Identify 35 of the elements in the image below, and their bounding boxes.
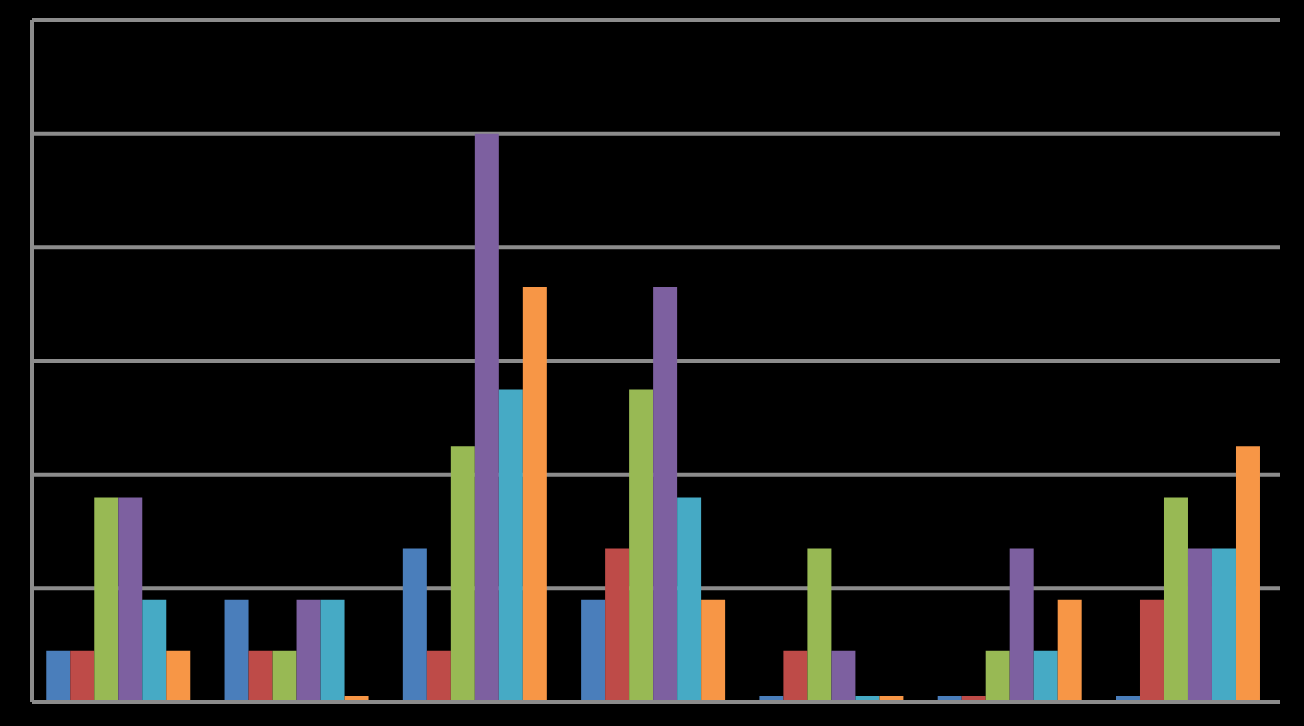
bar [248,650,273,702]
bar [701,599,726,702]
bar [653,287,678,702]
bar [677,497,702,702]
bar [783,650,808,702]
bar [831,650,856,702]
bar [296,599,321,702]
bar [224,599,249,702]
bar [522,287,547,702]
bar [1211,548,1236,702]
bar [605,548,630,702]
bar [1187,548,1212,702]
bar [142,599,167,702]
bar [320,599,345,702]
bar [1033,650,1058,702]
bar [581,599,606,702]
bar [46,650,71,702]
bar [629,389,654,702]
bar [402,548,427,702]
bar [70,650,95,702]
bar [1235,446,1260,702]
bar [166,650,191,702]
bar [1163,497,1188,702]
bar [272,650,297,702]
bar [807,548,832,702]
bar [474,133,499,702]
bar [94,497,119,702]
bar [450,446,475,702]
bar [1057,599,1082,702]
bar [1009,548,1034,702]
bar [426,650,451,702]
bar [118,497,143,702]
bar [1139,599,1164,702]
bar [498,389,523,702]
bar [985,650,1010,702]
